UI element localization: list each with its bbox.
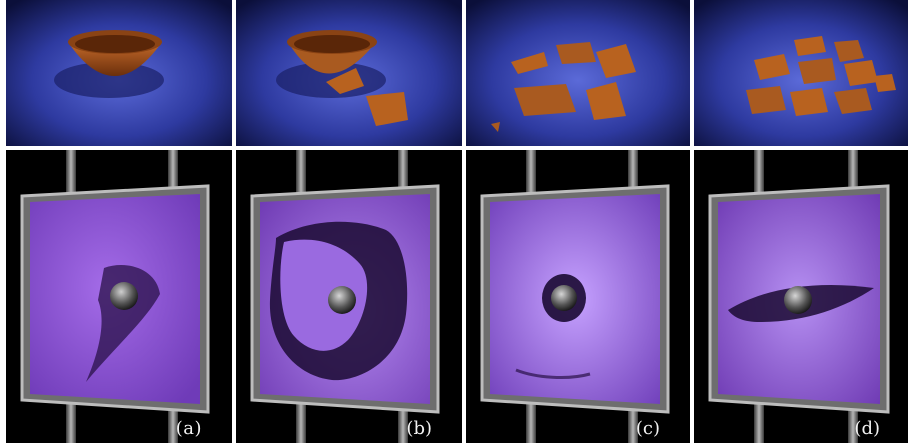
panel-label: (c) xyxy=(636,418,660,439)
membrane-panel-a: (a) xyxy=(6,150,232,443)
bowl-panel-4 xyxy=(694,0,908,146)
bowl-panel-1 xyxy=(6,0,232,146)
broken-bowl-image xyxy=(466,0,690,146)
bowl-fragment xyxy=(326,68,364,94)
slit-tear-image: (d) xyxy=(694,150,908,443)
intact-bowl-image xyxy=(6,0,232,146)
ball xyxy=(110,282,138,310)
bowl-fragment xyxy=(514,84,576,116)
bowl-fragment xyxy=(586,82,626,120)
bowl-fragment xyxy=(596,44,636,78)
torn-membrane-image: (a) xyxy=(6,150,232,443)
membrane-panel-c: (c) xyxy=(466,150,690,443)
bowl-panel-3 xyxy=(466,0,690,146)
bowl-panel-2 xyxy=(236,0,462,146)
cracked-bowl-image xyxy=(236,0,462,146)
stretched-hole-image: (c) xyxy=(466,150,690,443)
panel-label: (d) xyxy=(854,418,880,439)
bowl-fragment xyxy=(556,42,596,64)
bowl-fragment xyxy=(511,52,548,74)
large-tear-image: (b) xyxy=(236,150,462,443)
bowl-shadow xyxy=(54,62,164,98)
bowl-fragment xyxy=(366,92,408,126)
panel-label: (a) xyxy=(176,418,202,439)
shattered-bowl-image xyxy=(694,0,908,146)
membrane-panel-d: (d) xyxy=(694,150,908,443)
membrane-panel-b: (b) xyxy=(236,150,462,443)
panel-label: (b) xyxy=(406,418,432,439)
